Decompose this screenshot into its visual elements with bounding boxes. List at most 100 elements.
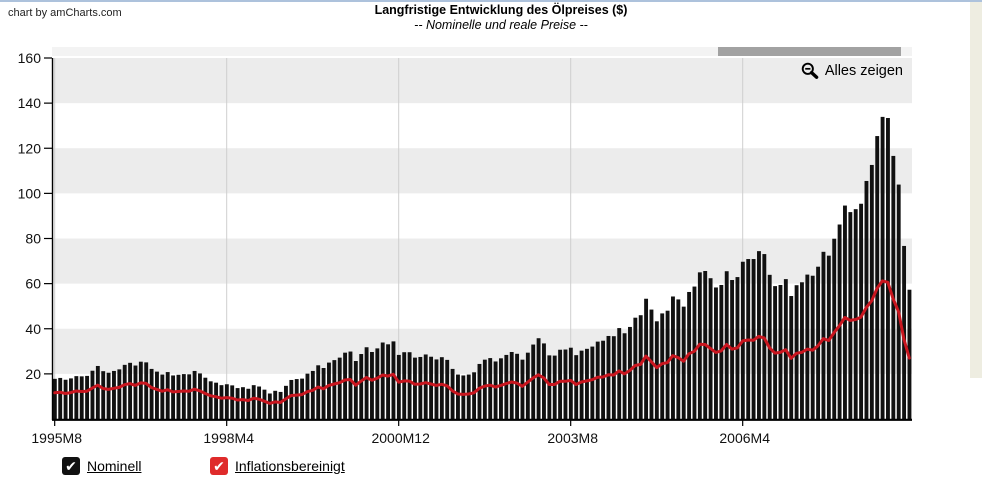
nominal-bar[interactable] — [531, 344, 536, 419]
nominal-bar[interactable] — [886, 118, 890, 420]
nominal-bar[interactable] — [117, 369, 122, 419]
nominal-bar[interactable] — [267, 393, 272, 419]
nominal-bar[interactable] — [74, 376, 79, 419]
nominal-bar[interactable] — [337, 357, 342, 419]
nominal-bar[interactable] — [434, 359, 439, 419]
nominal-bar[interactable] — [364, 347, 369, 419]
nominal-bar[interactable] — [353, 361, 358, 419]
nominal-bar[interactable] — [181, 374, 186, 419]
inflation-adjusted-line[interactable] — [53, 279, 911, 405]
nominal-bar[interactable] — [128, 362, 133, 419]
nominal-bar[interactable] — [402, 352, 407, 419]
nominal-bar[interactable] — [407, 352, 412, 419]
nominal-bar[interactable] — [423, 354, 428, 419]
nominal-bar[interactable] — [622, 333, 627, 419]
nominal-bar[interactable] — [896, 184, 901, 419]
nominal-bar[interactable] — [246, 388, 251, 419]
zoom-out-button[interactable]: Alles zeigen — [801, 62, 903, 80]
nominal-bar[interactable] — [461, 375, 466, 419]
nominal-bar[interactable] — [611, 336, 616, 419]
nominal-bar[interactable] — [542, 343, 546, 419]
nominal-bar[interactable] — [633, 317, 638, 419]
nominal-bar[interactable] — [155, 371, 159, 419]
amcharts-credit-link[interactable]: chart by amCharts.com — [8, 7, 122, 19]
nominal-bar[interactable] — [810, 275, 815, 419]
nominal-bar[interactable] — [198, 373, 202, 419]
nominal-bar[interactable] — [515, 353, 520, 419]
nominal-bar[interactable] — [235, 388, 240, 419]
nominal-bar[interactable] — [547, 355, 552, 419]
nominal-bar[interactable] — [644, 298, 649, 419]
nominal-bar[interactable] — [477, 363, 482, 419]
nominal-bar[interactable] — [880, 116, 885, 419]
nominal-bar[interactable] — [90, 370, 95, 419]
nominal-bar[interactable] — [278, 391, 283, 419]
plot-area[interactable] — [52, 58, 912, 419]
nominal-bar[interactable] — [112, 370, 116, 419]
nominal-bar[interactable] — [574, 355, 579, 419]
nominal-bar[interactable] — [590, 346, 595, 419]
nominal-bar[interactable] — [848, 212, 853, 419]
chart-scrollbar-thumb[interactable] — [718, 47, 901, 56]
legend-item-inflationsbereinigt[interactable]: ✔ Inflationsbereinigt — [210, 457, 345, 475]
nominal-bar[interactable] — [493, 361, 498, 419]
nominal-bar[interactable] — [294, 379, 299, 419]
nominal-bar[interactable] — [869, 164, 874, 419]
nominal-bar[interactable] — [859, 203, 864, 419]
inflationsbereinigt-checkbox-icon[interactable]: ✔ — [210, 457, 228, 475]
nominal-bar[interactable] — [203, 377, 208, 419]
nominal-bar[interactable] — [219, 385, 224, 419]
nominal-bar[interactable] — [418, 356, 423, 419]
nominal-bar[interactable] — [595, 341, 600, 419]
nominal-bar[interactable] — [617, 328, 622, 419]
nominal-bar[interactable] — [122, 364, 127, 419]
nominal-bar[interactable] — [165, 372, 170, 419]
nominal-bar[interactable] — [391, 341, 396, 419]
nominal-bar[interactable] — [230, 385, 235, 419]
nominal-bar[interactable] — [171, 375, 176, 419]
nominal-bar[interactable] — [568, 347, 573, 419]
nominal-bar[interactable] — [525, 352, 530, 419]
nominal-bar[interactable] — [241, 387, 245, 419]
nominal-bar[interactable] — [101, 371, 106, 419]
nominal-bar[interactable] — [262, 389, 267, 419]
nominal-bar[interactable] — [138, 361, 143, 419]
nominal-bar[interactable] — [187, 374, 192, 419]
nominal-bar[interactable] — [805, 274, 810, 419]
nominal-bar[interactable] — [472, 372, 477, 419]
nominal-bar[interactable] — [837, 224, 842, 419]
nominal-bar[interactable] — [864, 180, 869, 419]
nominal-bar[interactable] — [853, 209, 858, 419]
nominal-bar[interactable] — [429, 356, 434, 419]
nominal-bar[interactable] — [289, 379, 294, 419]
nominal-bar[interactable] — [665, 310, 670, 419]
nominal-bar[interactable] — [176, 374, 181, 419]
nominal-bar[interactable] — [95, 365, 100, 419]
nominal-bar[interactable] — [133, 365, 138, 419]
nominal-bar[interactable] — [536, 338, 541, 419]
nominal-bar[interactable] — [585, 348, 589, 419]
nominal-bar[interactable] — [638, 315, 643, 419]
nominal-bar[interactable] — [826, 255, 831, 419]
nominal-bar[interactable] — [579, 350, 584, 419]
nominal-bar[interactable] — [681, 306, 686, 419]
nominal-bar[interactable] — [332, 360, 337, 419]
nominal-bar[interactable] — [875, 136, 880, 419]
nominal-bar[interactable] — [450, 368, 455, 419]
nominal-bar[interactable] — [891, 155, 896, 419]
legend-item-nominell[interactable]: ✔ Nominell — [62, 457, 141, 475]
inflationsbereinigt-label[interactable]: Inflationsbereinigt — [235, 458, 345, 474]
nominal-bar[interactable] — [649, 309, 654, 419]
nominal-bar[interactable] — [273, 390, 278, 419]
nominal-bar[interactable] — [316, 365, 321, 419]
nominal-bar[interactable] — [628, 326, 632, 419]
nominal-bar[interactable] — [375, 348, 380, 419]
nominal-bar[interactable] — [843, 205, 847, 419]
nominal-bar[interactable] — [52, 378, 57, 419]
nominal-bar[interactable] — [552, 355, 557, 419]
nominal-bar[interactable] — [310, 370, 315, 419]
nominal-bar[interactable] — [654, 321, 659, 419]
nominal-bar[interactable] — [144, 362, 149, 419]
nominal-bar[interactable] — [321, 368, 326, 419]
nominal-bar[interactable] — [251, 385, 256, 419]
